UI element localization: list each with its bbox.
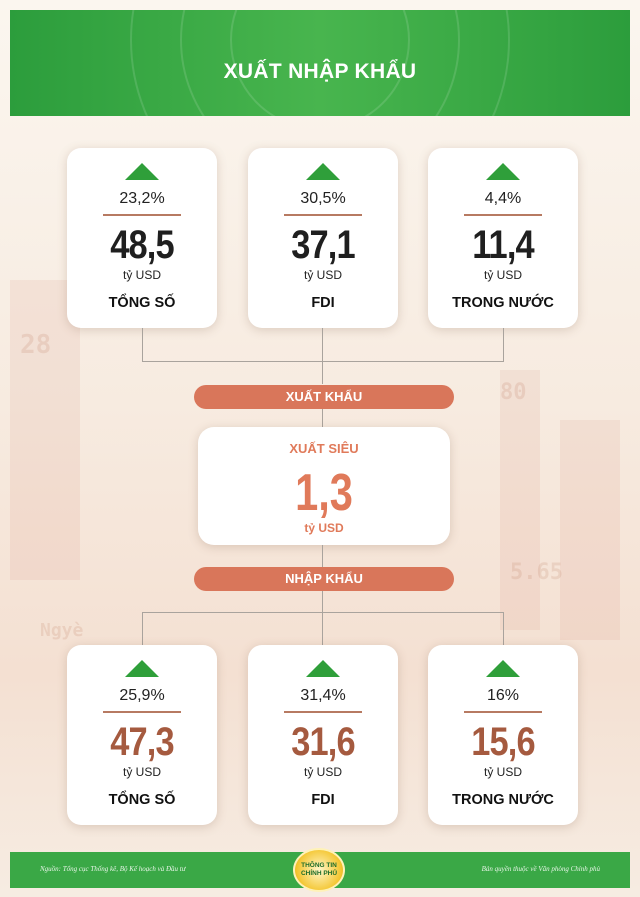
- divider: [103, 711, 181, 713]
- balance-unit: tỷ USD: [304, 521, 344, 535]
- connector-line: [503, 612, 504, 645]
- connector-line: [142, 361, 504, 362]
- footer: Nguồn: Tổng cục Thống kê, Bộ Kế hoạch và…: [10, 848, 630, 892]
- change-percent: 25,9%: [119, 687, 165, 704]
- import-card-fdi: 31,4% 31,6 tỷ USD FDI: [248, 645, 398, 825]
- export-card-domestic: 4,4% 11,4 tỷ USD TRONG NƯỚC: [428, 148, 578, 328]
- government-info-logo: THÔNG TIN CHÍNH PHỦ: [293, 848, 345, 892]
- value: 37,1: [291, 223, 355, 267]
- change-percent: 31,4%: [300, 687, 346, 704]
- value: 47,3: [110, 720, 174, 764]
- divider: [284, 214, 362, 216]
- import-card-total: 25,9% 47,3 tỷ USD TỔNG SỐ: [67, 645, 217, 825]
- connector-line: [142, 328, 143, 362]
- unit: tỷ USD: [122, 765, 161, 779]
- copyright-note: Bản quyền thuộc về Văn phòng Chính phủ: [481, 865, 600, 873]
- balance-value: 1,3: [295, 464, 353, 522]
- up-arrow-icon: [486, 163, 520, 180]
- unit: tỷ USD: [303, 268, 342, 282]
- value: 48,5: [110, 223, 174, 267]
- unit: tỷ USD: [483, 268, 522, 282]
- up-arrow-icon: [306, 660, 340, 677]
- import-card-domestic: 16% 15,6 tỷ USD TRONG NƯỚC: [428, 645, 578, 825]
- export-card-total: 23,2% 48,5 tỷ USD TỔNG SỐ: [67, 148, 217, 328]
- export-card-fdi: 30,5% 37,1 tỷ USD FDI: [248, 148, 398, 328]
- background-bar: [10, 280, 80, 580]
- trade-balance-card: XUẤT SIÊU 1,3 tỷ USD: [198, 427, 450, 545]
- header-banner: XUẤT NHẬP KHẨU: [10, 10, 630, 116]
- change-percent: 4,4%: [484, 190, 522, 207]
- import-section-label: NHẬP KHẨU: [194, 567, 454, 591]
- connector-line: [322, 409, 323, 427]
- connector-line: [322, 545, 323, 567]
- unit: tỷ USD: [303, 765, 342, 779]
- up-arrow-icon: [125, 660, 159, 677]
- card-label: FDI: [311, 295, 335, 311]
- background-bar: [500, 370, 540, 630]
- change-percent: 23,2%: [119, 190, 165, 207]
- change-percent: 30,5%: [300, 190, 346, 207]
- value: 11,4: [472, 223, 534, 267]
- divider: [284, 711, 362, 713]
- card-label: TỔNG SỐ: [108, 295, 176, 311]
- divider: [103, 214, 181, 216]
- card-label: FDI: [311, 792, 335, 808]
- divider: [464, 711, 542, 713]
- divider: [464, 214, 542, 216]
- card-label: TRONG NƯỚC: [452, 792, 554, 808]
- up-arrow-icon: [306, 163, 340, 180]
- logo-text-line1: THÔNG TIN: [301, 862, 337, 869]
- connector-line: [142, 612, 504, 613]
- background-number: Ngyè: [40, 620, 84, 641]
- unit: tỷ USD: [483, 765, 522, 779]
- logo-text-line2: CHÍNH PHỦ: [300, 870, 338, 877]
- background-bar: [560, 420, 620, 640]
- up-arrow-icon: [486, 660, 520, 677]
- up-arrow-icon: [125, 163, 159, 180]
- connector-line: [322, 328, 323, 384]
- connector-line: [503, 328, 504, 362]
- page-title: XUẤT NHẬP KHẨU: [223, 60, 417, 83]
- connector-line: [142, 612, 143, 645]
- source-note: Nguồn: Tổng cục Thống kê, Bộ Kế hoạch và…: [40, 865, 186, 873]
- balance-label: XUẤT SIÊU: [289, 441, 359, 456]
- export-section-label: XUẤT KHẨU: [194, 385, 454, 409]
- unit: tỷ USD: [122, 268, 161, 282]
- card-label: TỔNG SỐ: [108, 792, 176, 808]
- value: 31,6: [291, 720, 355, 764]
- change-percent: 16%: [486, 687, 520, 704]
- card-label: TRONG NƯỚC: [452, 295, 554, 311]
- connector-line: [322, 591, 323, 645]
- value: 15,6: [471, 720, 535, 764]
